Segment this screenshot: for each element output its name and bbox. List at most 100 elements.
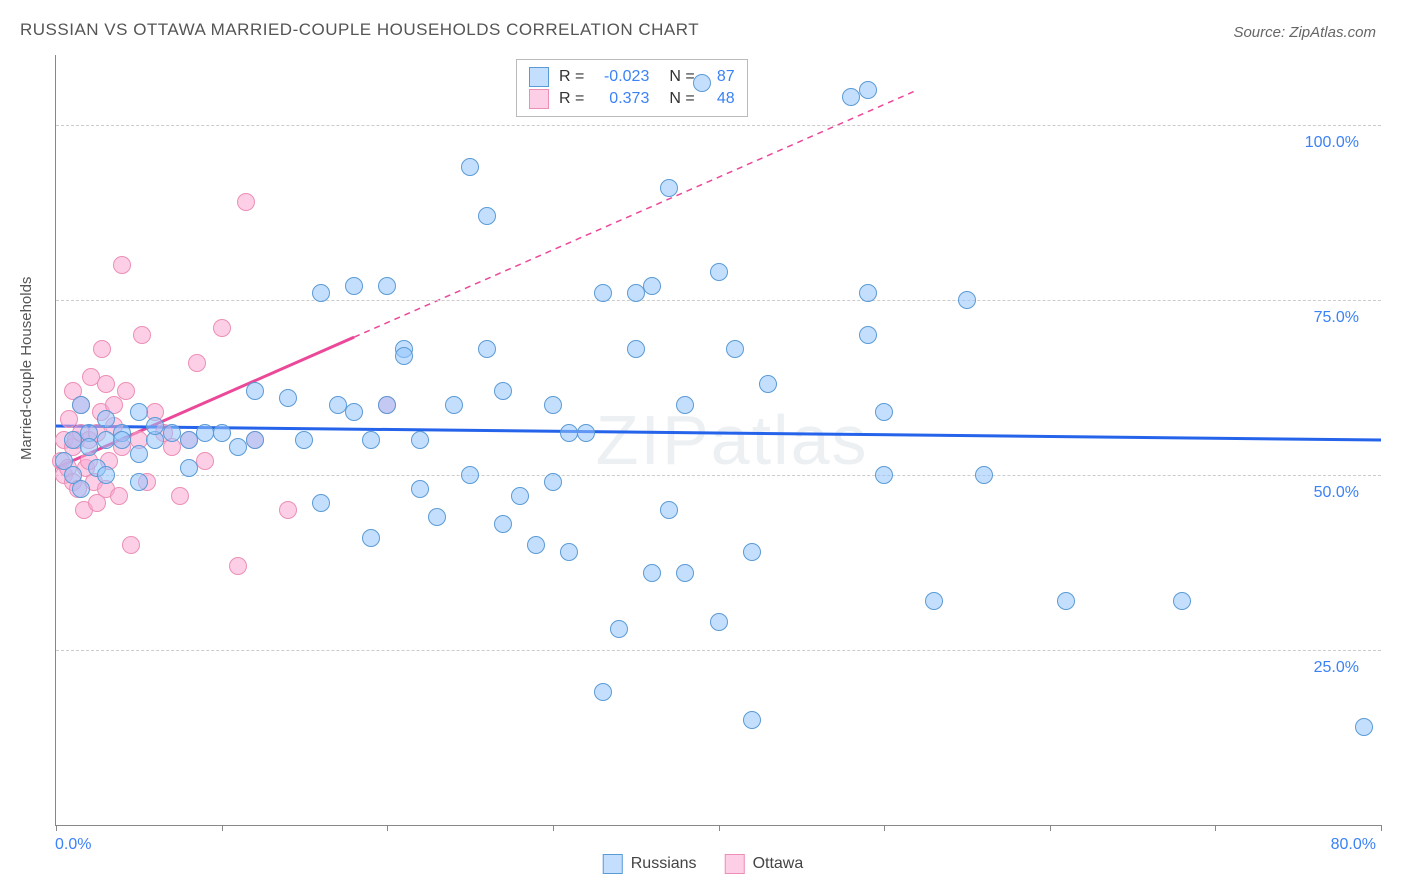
data-point [97, 466, 115, 484]
data-point [743, 543, 761, 561]
data-point [237, 193, 255, 211]
data-point [461, 466, 479, 484]
blue-swatch-icon [603, 854, 623, 874]
data-point [163, 424, 181, 442]
data-point [660, 179, 678, 197]
data-point [494, 382, 512, 400]
gridline [56, 300, 1381, 301]
x-tick [1215, 825, 1216, 831]
y-axis-label: Married-couple Households [18, 277, 35, 460]
legend-label: Russians [631, 855, 697, 873]
legend-label: Ottawa [753, 855, 804, 873]
data-point [527, 536, 545, 554]
data-point [560, 543, 578, 561]
data-point [246, 431, 264, 449]
data-point [213, 424, 231, 442]
data-point [279, 389, 297, 407]
data-point [478, 207, 496, 225]
data-point [93, 340, 111, 358]
data-point [693, 74, 711, 92]
data-point [676, 396, 694, 414]
data-point [64, 431, 82, 449]
gridline [56, 475, 1381, 476]
r-label: R = [559, 68, 584, 86]
data-point [577, 424, 595, 442]
data-point [378, 396, 396, 414]
data-point [544, 396, 562, 414]
data-point [97, 375, 115, 393]
x-tick [56, 825, 57, 831]
data-point [743, 711, 761, 729]
data-point [196, 452, 214, 470]
data-point [643, 564, 661, 582]
data-point [627, 340, 645, 358]
data-point [511, 487, 529, 505]
scatter-plot: ZIPatlas R =-0.023N =87R =0.373N =48 25.… [55, 55, 1381, 826]
data-point [494, 515, 512, 533]
data-point [362, 431, 380, 449]
data-point [312, 284, 330, 302]
data-point [345, 277, 363, 295]
y-tick-label: 50.0% [1314, 484, 1359, 502]
data-point [345, 403, 363, 421]
data-point [544, 473, 562, 491]
data-point [726, 340, 744, 358]
data-point [362, 529, 380, 547]
data-point [627, 284, 645, 302]
data-point [117, 382, 135, 400]
data-point [925, 592, 943, 610]
pink-swatch-icon [529, 89, 549, 109]
data-point [113, 431, 131, 449]
data-point [188, 354, 206, 372]
data-point [759, 375, 777, 393]
n-label: N = [669, 68, 694, 86]
data-point [478, 340, 496, 358]
data-point [710, 613, 728, 631]
data-point [594, 683, 612, 701]
data-point [875, 403, 893, 421]
data-point [594, 284, 612, 302]
data-point [196, 424, 214, 442]
x-tick [1050, 825, 1051, 831]
source-label: Source: ZipAtlas.com [1233, 24, 1376, 41]
x-tick [719, 825, 720, 831]
data-point [213, 319, 231, 337]
data-point [279, 501, 297, 519]
x-tick [884, 825, 885, 831]
data-point [660, 501, 678, 519]
data-point [676, 564, 694, 582]
r-value: -0.023 [594, 68, 649, 86]
x-tick [1381, 825, 1382, 831]
x-tick [222, 825, 223, 831]
data-point [1057, 592, 1075, 610]
legend-item: Russians [603, 854, 697, 874]
y-tick-label: 100.0% [1305, 134, 1359, 152]
data-point [875, 466, 893, 484]
x-tick [553, 825, 554, 831]
data-point [859, 326, 877, 344]
pink-swatch-icon [725, 854, 745, 874]
data-point [80, 438, 98, 456]
x-tick [387, 825, 388, 831]
data-point [72, 480, 90, 498]
data-point [246, 382, 264, 400]
data-point [97, 431, 115, 449]
x-tick-80: 80.0% [1331, 836, 1376, 854]
data-point [312, 494, 330, 512]
data-point [295, 431, 313, 449]
data-point [130, 403, 148, 421]
y-tick-label: 25.0% [1314, 659, 1359, 677]
data-point [428, 508, 446, 526]
data-point [1355, 718, 1373, 736]
data-point [395, 347, 413, 365]
n-label: N = [669, 90, 694, 108]
data-point [643, 277, 661, 295]
data-point [180, 459, 198, 477]
y-tick-label: 75.0% [1314, 309, 1359, 327]
data-point [133, 326, 151, 344]
stats-legend: R =-0.023N =87R =0.373N =48 [516, 59, 748, 117]
data-point [411, 480, 429, 498]
data-point [130, 445, 148, 463]
data-point [146, 417, 164, 435]
data-point [110, 487, 128, 505]
